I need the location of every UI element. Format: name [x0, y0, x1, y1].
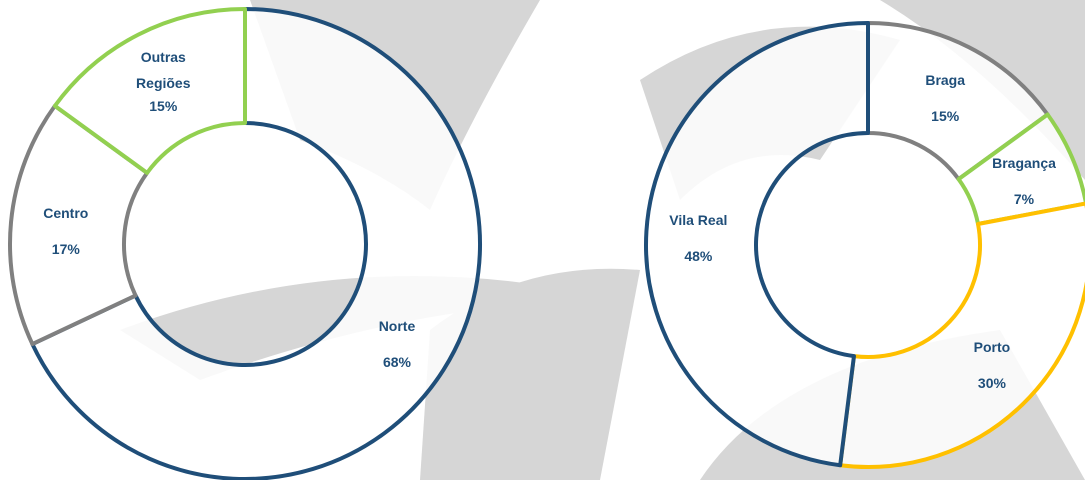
- slice-label: Outras Regiões: [136, 48, 191, 91]
- slice-value-label: 30%: [977, 375, 1006, 392]
- slice-value-label: 15%: [931, 107, 960, 124]
- slice-value-label: 15%: [149, 97, 178, 114]
- slice-label: Norte: [378, 318, 416, 335]
- slice-label: Porto: [973, 339, 1011, 356]
- slice-value-label: 48%: [684, 248, 713, 265]
- slice-label: Vila Real: [669, 212, 728, 229]
- slice-label: Braga: [925, 71, 966, 88]
- watermark: [880, 0, 1085, 180]
- pie-slice: [956, 112, 1085, 227]
- slice-label: Centro: [43, 205, 89, 222]
- pie-slice: [30, 7, 482, 480]
- watermark: [420, 268, 640, 480]
- pie-slice: [838, 201, 1085, 469]
- slice-value-label: 68%: [382, 354, 411, 371]
- slice-label: Bragança: [992, 155, 1056, 172]
- pie-slice: [866, 21, 1050, 182]
- pie-slice: [8, 103, 150, 347]
- pie-slice: [52, 7, 247, 175]
- slice-value-label: 17%: [51, 241, 80, 258]
- pie-slice: [644, 21, 870, 468]
- slice-value-label: 7%: [1013, 191, 1035, 208]
